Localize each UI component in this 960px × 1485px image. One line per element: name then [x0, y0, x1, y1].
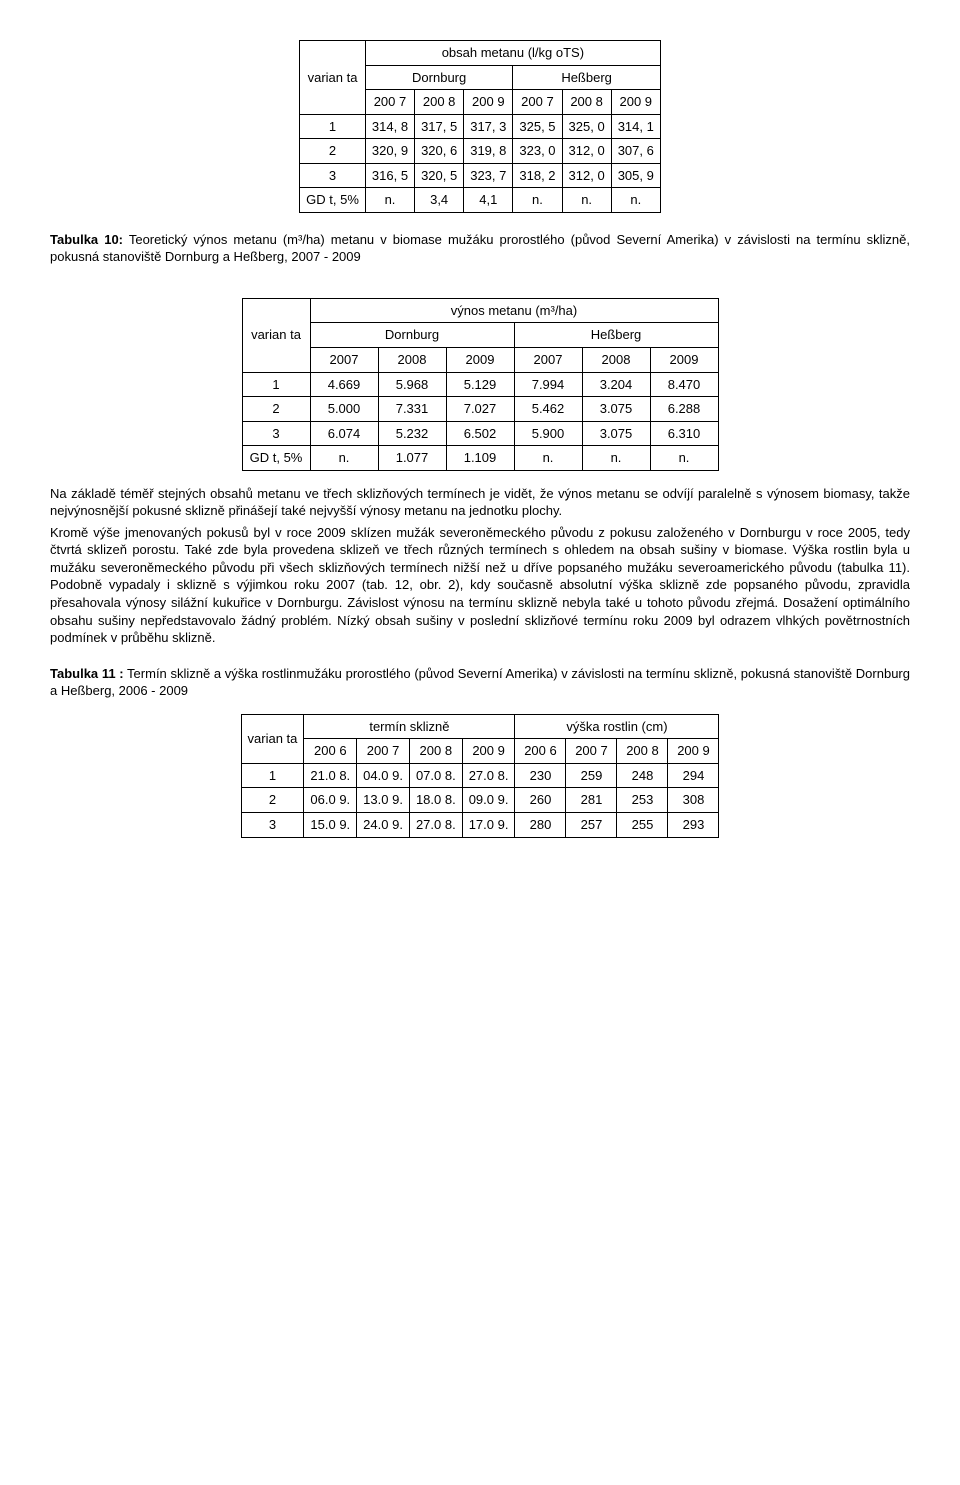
table-row: 3 316, 5 320, 5 323, 7 318, 2 312, 0 305…: [300, 163, 661, 188]
year-cell: 200 6: [304, 739, 357, 764]
table-title: výnos metanu (m³/ha): [310, 298, 718, 323]
year-cell: 200 7: [357, 739, 410, 764]
table-row: 2 320, 9 320, 6 319, 8 323, 0 312, 0 307…: [300, 139, 661, 164]
year-cell: 200 6: [515, 739, 566, 764]
group-vyska: výška rostlin (cm): [515, 714, 719, 739]
table-row: 3 6.074 5.232 6.502 5.900 3.075 6.310: [242, 421, 718, 446]
year-cell: 200 7: [566, 739, 617, 764]
year-cell: 2007: [310, 348, 378, 373]
year-cell: 200 8: [562, 90, 611, 115]
caption-text: Teoretický výnos metanu (m³/ha) metanu v…: [50, 232, 910, 265]
table11-caption: Tabulka 11 : Termín sklizně a výška rost…: [50, 665, 910, 700]
methane-content-table: varian ta obsah metanu (l/kg oTS) Dornbu…: [299, 40, 661, 213]
table-row: GD t, 5% n. 3,4 4,1 n. n. n.: [300, 188, 661, 213]
year-cell: 2007: [514, 348, 582, 373]
group-hessberg: Heßberg: [513, 65, 660, 90]
year-cell: 2009: [650, 348, 718, 373]
year-cell: 200 7: [365, 90, 414, 115]
year-cell: 2008: [378, 348, 446, 373]
table-row: 1 4.669 5.968 5.129 7.994 3.204 8.470: [242, 372, 718, 397]
methane-yield-table: varian ta výnos metanu (m³/ha) Dornburg …: [242, 298, 719, 471]
row-header: varian ta: [242, 298, 310, 372]
year-cell: 2009: [446, 348, 514, 373]
paragraph-1: Na základě téměř stejných obsahů metanu …: [50, 485, 910, 520]
year-cell: 200 9: [668, 739, 719, 764]
year-cell: 200 8: [409, 739, 462, 764]
year-cell: 200 9: [611, 90, 660, 115]
table-row: 2 5.000 7.331 7.027 5.462 3.075 6.288: [242, 397, 718, 422]
harvest-height-table: varian ta termín sklizně výška rostlin (…: [241, 714, 720, 838]
row-header: varian ta: [300, 41, 366, 115]
year-cell: 200 8: [617, 739, 668, 764]
table-row: 2 06.0 9. 13.0 9. 18.0 8. 09.0 9. 260 28…: [241, 788, 719, 813]
caption-text: Termín sklizně a výška rostlinmužáku pro…: [50, 666, 910, 699]
year-cell: 200 7: [513, 90, 562, 115]
table10-caption: Tabulka 10: Teoretický výnos metanu (m³/…: [50, 231, 910, 266]
year-cell: 200 9: [462, 739, 515, 764]
group-hessberg: Heßberg: [514, 323, 718, 348]
table-row: GD t, 5% n. 1.077 1.109 n. n. n.: [242, 446, 718, 471]
year-cell: 200 9: [464, 90, 513, 115]
year-cell: 2008: [582, 348, 650, 373]
row-header: varian ta: [241, 714, 304, 763]
paragraph-2: Kromě výše jmenovaných pokusů byl v roce…: [50, 524, 910, 647]
group-dornburg: Dornburg: [310, 323, 514, 348]
table-row: 1 314, 8 317, 5 317, 3 325, 5 325, 0 314…: [300, 114, 661, 139]
table-title: obsah metanu (l/kg oTS): [365, 41, 660, 66]
table-row: 1 21.0 8. 04.0 9. 07.0 8. 27.0 8. 230 25…: [241, 763, 719, 788]
group-dornburg: Dornburg: [365, 65, 512, 90]
caption-bold: Tabulka 10:: [50, 232, 123, 247]
year-cell: 200 8: [415, 90, 464, 115]
table-row: 3 15.0 9. 24.0 9. 27.0 8. 17.0 9. 280 25…: [241, 812, 719, 837]
caption-bold: Tabulka 11 :: [50, 666, 124, 681]
group-termin: termín sklizně: [304, 714, 515, 739]
